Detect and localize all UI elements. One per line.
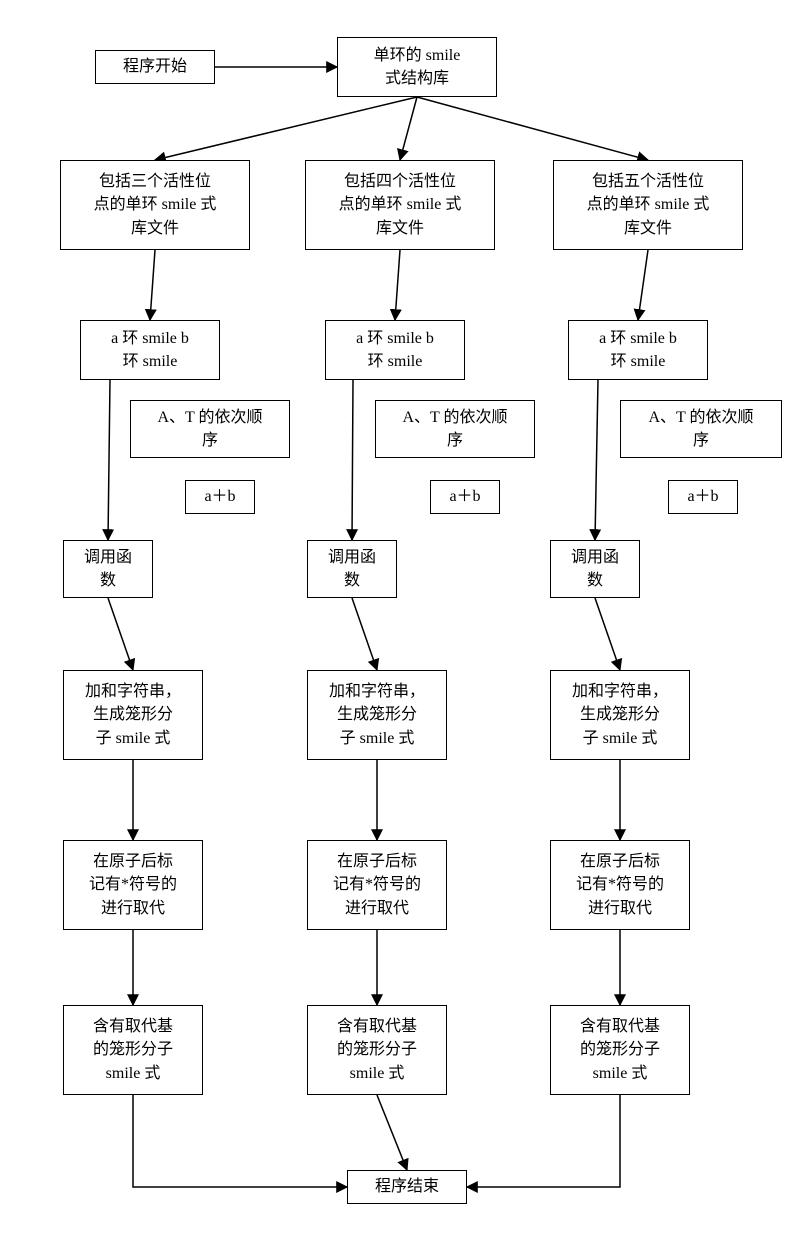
node-label: 程序结束 (375, 1175, 439, 1198)
node-label: A、T 的依次顺 序 (648, 406, 753, 452)
arrow-call5-to-sum5 (595, 598, 620, 670)
node-label: a＋b (449, 485, 480, 508)
arrow-sub4-to-end (377, 1095, 407, 1170)
arrow-sub3-to-end (133, 1095, 347, 1187)
node-call4: 调用函 数 (307, 540, 397, 598)
node-sum3: 加和字符串， 生成笼形分 子 smile 式 (63, 670, 203, 760)
node-label: 含有取代基 的笼形分子 smile 式 (337, 1015, 417, 1085)
node-label: a 环 smile b 环 smile (111, 327, 189, 373)
node-ring4: a 环 smile b 环 smile (325, 320, 465, 380)
arrow-top-to-lib3 (155, 97, 417, 160)
arrow-call3-to-sum3 (108, 598, 133, 670)
node-label: 单环的 smile 式结构库 (374, 44, 461, 90)
node-call3: 调用函 数 (63, 540, 153, 598)
node-ring5: a 环 smile b 环 smile (568, 320, 708, 380)
node-label: 包括五个活性位 点的单环 smile 式 库文件 (587, 170, 710, 240)
arrow-top-to-lib5 (417, 97, 648, 160)
node-label: 包括四个活性位 点的单环 smile 式 库文件 (339, 170, 462, 240)
arrow-sub5-to-end (467, 1095, 620, 1187)
node-label: 包括三个活性位 点的单环 smile 式 库文件 (94, 170, 217, 240)
arrow-ring3-to-call3 (108, 380, 110, 540)
node-label: A、T 的依次顺 序 (402, 406, 507, 452)
node-label: 调用函 数 (571, 546, 619, 592)
arrow-lib3-to-ring3 (150, 250, 155, 320)
arrow-ring5-to-call5 (595, 380, 598, 540)
node-label: A、T 的依次顺 序 (157, 406, 262, 452)
node-start: 程序开始 (95, 50, 215, 84)
node-label: a＋b (687, 485, 718, 508)
node-label: a 环 smile b 环 smile (356, 327, 434, 373)
node-mark3: 在原子后标 记有*符号的 进行取代 (63, 840, 203, 930)
node-label: 含有取代基 的笼形分子 smile 式 (580, 1015, 660, 1085)
node-label: 程序开始 (123, 55, 187, 78)
node-mark4: 在原子后标 记有*符号的 进行取代 (307, 840, 447, 930)
node-sub3: 含有取代基 的笼形分子 smile 式 (63, 1005, 203, 1095)
node-top: 单环的 smile 式结构库 (337, 37, 497, 97)
node-call5: 调用函 数 (550, 540, 640, 598)
node-end: 程序结束 (347, 1170, 467, 1204)
node-sub4: 含有取代基 的笼形分子 smile 式 (307, 1005, 447, 1095)
arrow-top-to-lib4 (400, 97, 417, 160)
node-label: 调用函 数 (84, 546, 132, 592)
node-mark5: 在原子后标 记有*符号的 进行取代 (550, 840, 690, 930)
node-ring3: a 环 smile b 环 smile (80, 320, 220, 380)
node-label: 在原子后标 记有*符号的 进行取代 (89, 850, 177, 920)
node-sum5: 加和字符串， 生成笼形分 子 smile 式 (550, 670, 690, 760)
node-label: 含有取代基 的笼形分子 smile 式 (93, 1015, 173, 1085)
node-lib3: 包括三个活性位 点的单环 smile 式 库文件 (60, 160, 250, 250)
node-label: 加和字符串， 生成笼形分 子 smile 式 (85, 680, 181, 750)
node-lib5: 包括五个活性位 点的单环 smile 式 库文件 (553, 160, 743, 250)
node-label: 调用函 数 (328, 546, 376, 592)
node-label: 在原子后标 记有*符号的 进行取代 (576, 850, 664, 920)
arrow-lib5-to-ring5 (638, 250, 648, 320)
node-ab5: a＋b (668, 480, 738, 514)
node-at4: A、T 的依次顺 序 (375, 400, 535, 458)
node-ab3: a＋b (185, 480, 255, 514)
arrow-lib4-to-ring4 (395, 250, 400, 320)
node-sub5: 含有取代基 的笼形分子 smile 式 (550, 1005, 690, 1095)
node-at5: A、T 的依次顺 序 (620, 400, 782, 458)
node-label: a 环 smile b 环 smile (599, 327, 677, 373)
node-label: 在原子后标 记有*符号的 进行取代 (333, 850, 421, 920)
node-label: 加和字符串， 生成笼形分 子 smile 式 (572, 680, 668, 750)
node-at3: A、T 的依次顺 序 (130, 400, 290, 458)
node-sum4: 加和字符串， 生成笼形分 子 smile 式 (307, 670, 447, 760)
node-ab4: a＋b (430, 480, 500, 514)
arrow-ring4-to-call4 (352, 380, 353, 540)
node-label: 加和字符串， 生成笼形分 子 smile 式 (329, 680, 425, 750)
arrow-call4-to-sum4 (352, 598, 377, 670)
node-lib4: 包括四个活性位 点的单环 smile 式 库文件 (305, 160, 495, 250)
node-label: a＋b (204, 485, 235, 508)
